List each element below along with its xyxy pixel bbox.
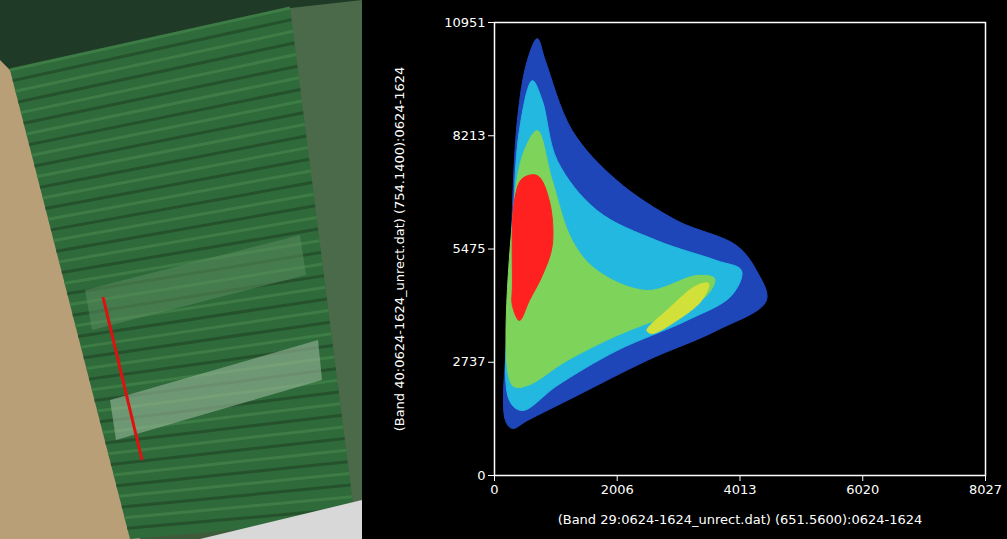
svg-text:6020: 6020 <box>846 482 879 497</box>
svg-text:4013: 4013 <box>723 482 756 497</box>
svg-text:8027: 8027 <box>969 482 1002 497</box>
svg-text:10951: 10951 <box>444 15 485 30</box>
svg-text:(Band 40:0624-1624_unrect.dat): (Band 40:0624-1624_unrect.dat) (754.1400… <box>392 67 407 432</box>
svg-text:8213: 8213 <box>452 128 485 143</box>
svg-text:2006: 2006 <box>601 482 634 497</box>
svg-text:0: 0 <box>477 468 485 483</box>
svg-text:0: 0 <box>490 482 498 497</box>
svg-text:5475: 5475 <box>452 241 485 256</box>
svg-text:2737: 2737 <box>452 354 485 369</box>
svg-text:(Band 29:0624-1624_unrect.dat): (Band 29:0624-1624_unrect.dat) (651.5600… <box>558 512 923 527</box>
